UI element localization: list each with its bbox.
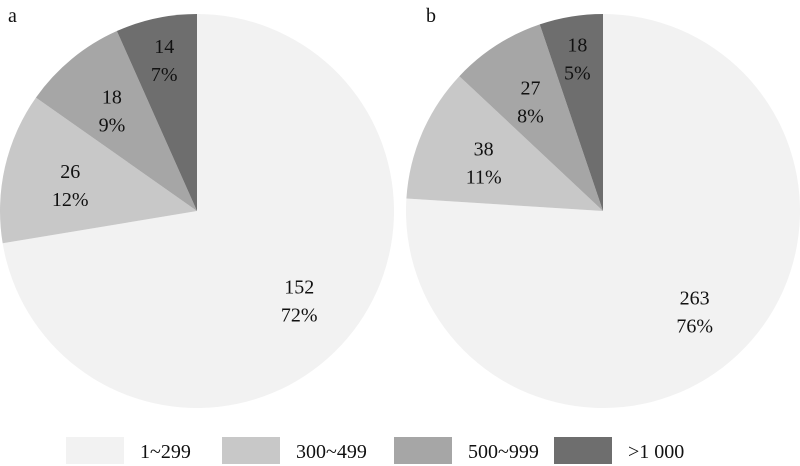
pie-slice-b-2 (459, 24, 603, 212)
slice-value-b-0: 263 (680, 288, 710, 310)
slice-percent-a-0: 72% (281, 305, 318, 327)
legend-swatch-2 (394, 437, 452, 464)
slice-value-a-0: 152 (284, 277, 314, 299)
slice-value-a-2: 18 (102, 87, 122, 109)
slice-percent-b-1: 11% (466, 166, 502, 188)
slice-percent-b-0: 76% (676, 316, 713, 338)
legend-swatch-1 (222, 437, 280, 464)
slice-percent-b-2: 8% (517, 105, 544, 127)
slice-value-a-3: 14 (154, 36, 174, 58)
slice-percent-a-3: 7% (151, 64, 178, 86)
legend: 1~299 300~499 500~999 >1 000 (66, 437, 684, 464)
legend-swatch-3 (554, 437, 612, 464)
legend-label-0: 1~299 (140, 441, 191, 463)
pie-panel-a: a 152 72% 26 12% 18 9% 14 7% (0, 5, 395, 409)
legend-label-1: 300~499 (296, 441, 367, 463)
slice-percent-b-3: 5% (564, 63, 591, 85)
panel-letter-a: a (8, 5, 17, 27)
slice-percent-a-2: 9% (99, 115, 126, 137)
pie-slice-a-1 (0, 97, 197, 244)
pie-slice-b-3 (539, 14, 603, 211)
legend-label-2: 500~999 (468, 441, 539, 463)
pie-slice-a-2 (35, 31, 197, 212)
pie-slice-b-0 (406, 14, 800, 409)
slice-value-b-2: 27 (520, 77, 540, 99)
slice-value-b-3: 18 (567, 35, 587, 57)
legend-label-3: >1 000 (628, 441, 684, 463)
slice-percent-a-1: 12% (52, 189, 89, 211)
pie-slice-b-1 (406, 76, 603, 212)
panel-letter-b: b (426, 5, 436, 27)
slice-value-a-1: 26 (60, 161, 80, 183)
slice-value-b-1: 38 (474, 138, 494, 160)
pie-panel-b: b 263 76% 38 11% 27 8% 18 5% (406, 5, 800, 409)
pie-slice-a-3 (116, 14, 197, 211)
pie-slice-a-0 (2, 14, 395, 409)
legend-swatch-0 (66, 437, 124, 464)
